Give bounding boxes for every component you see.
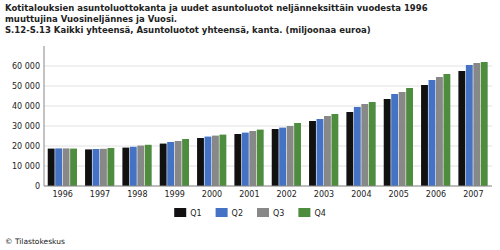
bar [85,149,92,186]
x-axis-line [44,186,492,187]
grid-line [44,66,492,67]
bar [279,128,286,186]
bar [391,94,398,186]
legend-swatch [298,208,310,217]
bar [48,149,55,186]
bar [421,85,428,186]
legend-swatch [174,208,186,217]
bar [443,74,450,186]
bar [234,134,241,186]
y-tick-label: 0 [35,182,40,191]
x-tick-label: 2003 [314,190,334,199]
bar [361,104,368,186]
x-tick-label: 2002 [276,190,296,199]
bar [63,148,70,186]
title: S.12-S.13 Kaikki yhteensä, Asuntoluotot … [5,25,371,35]
legend-label: Q4 [314,209,325,218]
x-tick-label: 1997 [90,190,110,199]
bar [473,63,480,186]
bar [294,123,301,186]
bar [137,146,144,186]
y-tick-label: 40 000 [12,102,40,111]
grid [44,66,492,186]
y-axis-line [44,46,45,186]
y-tick-label: 30 000 [12,122,40,131]
x-axis: 1996 1997 1998 1999 2000 2001 2002 2003 2004 2005… [52,190,483,199]
y-tick-label: 10 000 [12,162,40,171]
y-tick-label: 60 000 [12,62,40,71]
bar [182,139,189,186]
bar [205,137,212,186]
x-tick-label: 2001 [239,190,259,199]
footer: © Tilastokeskus [5,237,65,246]
bar [242,133,249,186]
bar [429,80,436,186]
bar [145,145,152,186]
y-tick-label: 20 000 [12,142,40,151]
bar [257,130,264,186]
bar [369,102,376,186]
legend-label: Q2 [232,209,243,218]
x-tick-label: 1999 [164,190,184,199]
bar [436,77,443,186]
chart: Kotitalouksien asuntoluottokanta ja uude… [0,0,500,250]
bars [48,62,488,186]
bar [309,121,316,186]
bar [399,92,406,186]
bar [346,112,353,186]
bar [130,147,137,186]
bar [317,119,324,186]
x-tick-label: 2007 [463,190,483,199]
bar [481,62,488,186]
x-tick-label: 1996 [52,190,72,199]
page: {"chart_data": { "type": "bar", "title":… [0,0,500,250]
bar [107,148,114,186]
title: muuttujina Vuosineljännes ja Vuosi. [5,14,177,24]
bar [167,142,174,186]
y-axis: 0 10 000 20 000 30 000 40 000 50 000 60 000 [12,62,40,191]
bar [406,88,413,186]
bar [122,148,129,186]
legend-label: Q1 [190,209,201,218]
x-tick-label: 1998 [127,190,147,199]
x-tick-label: 2005 [388,190,408,199]
bar [100,149,107,186]
legend: Q1 Q2 Q3 Q4 [174,208,326,218]
legend-swatch [257,208,269,217]
bar [249,131,256,186]
bar [160,144,167,186]
legend-label: Q3 [273,209,284,218]
title: Kotitalouksien asuntoluottokanta ja uude… [5,3,428,13]
x-tick-label: 2006 [426,190,446,199]
bar [219,135,226,186]
bar [324,116,331,186]
bar [272,129,279,186]
bar [175,141,182,186]
y-tick-label: 50 000 [12,82,40,91]
x-tick-label: 2000 [202,190,222,199]
bar [331,114,338,186]
bar [384,99,391,186]
bar [287,126,294,186]
bar [197,138,204,186]
bar [458,71,465,186]
bar [354,107,361,186]
legend-swatch [216,208,228,217]
bar [212,136,219,186]
bar [55,148,62,186]
bar [466,65,473,186]
bar [70,149,77,186]
bar [93,149,100,186]
grid-line [44,186,492,187]
x-tick-label: 2004 [351,190,371,199]
